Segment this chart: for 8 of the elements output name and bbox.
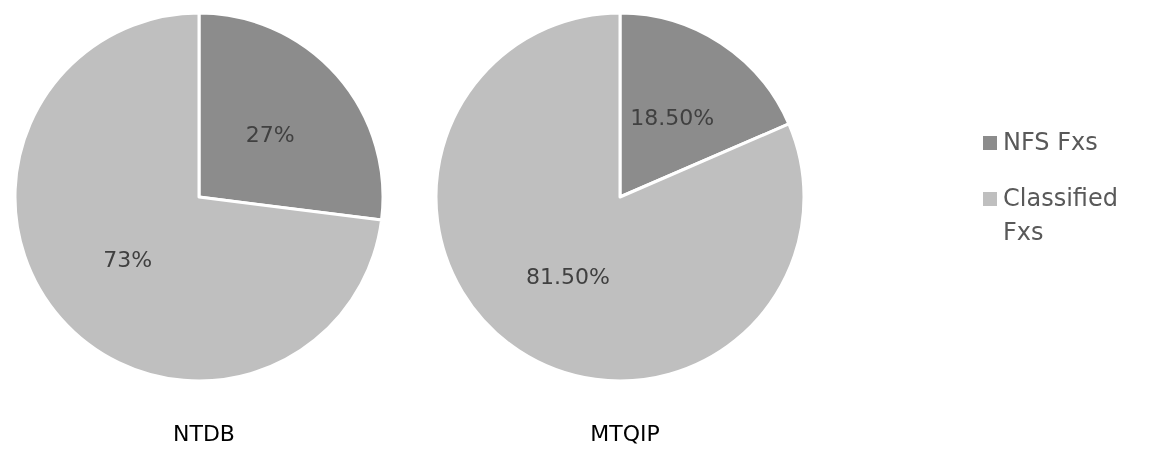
slice-label: NTDB	[173, 420, 235, 446]
data-label: 18.50%	[630, 105, 715, 131]
legend-label: Classified Fxs	[1003, 183, 1119, 248]
data-label: 81.50%	[525, 263, 610, 289]
slice-label: MTQIP	[590, 420, 660, 446]
legend-label: NFS Fxs	[1003, 127, 1098, 158]
data-label: 73%	[103, 247, 153, 273]
data-label: 27%	[245, 121, 295, 147]
